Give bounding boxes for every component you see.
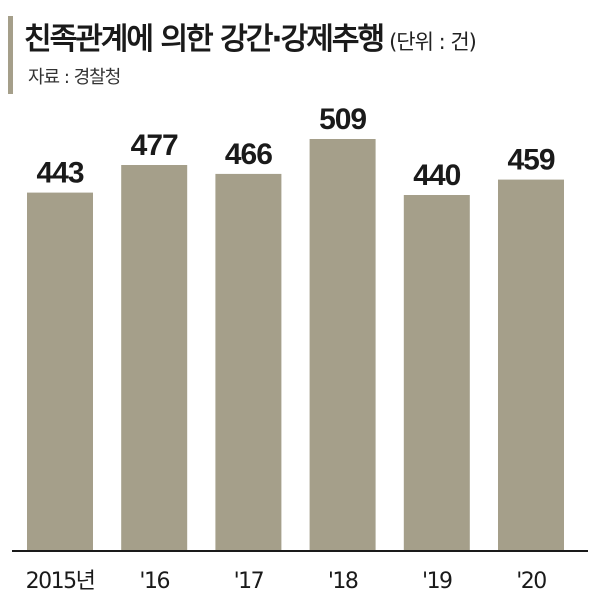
value-label-1: 477 — [131, 129, 178, 162]
header-accent-bar — [8, 16, 13, 94]
value-label-4: 440 — [413, 159, 460, 192]
bar-1 — [121, 165, 188, 551]
value-label-0: 443 — [36, 157, 83, 190]
tick-label-3: '18 — [328, 569, 358, 594]
bar-2 — [215, 173, 282, 551]
chart-header: 친족관계에 의한 강간·강제추행 (단위 : 건) 자료 : 경찰청 — [0, 0, 599, 100]
bars-group — [27, 139, 564, 551]
tick-label-0: 2015년 — [26, 569, 95, 594]
title-line: 친족관계에 의한 강간·강제추행 (단위 : 건) — [24, 14, 477, 58]
chart-unit: (단위 : 건) — [389, 30, 477, 54]
value-labels-group: 443 477 466 509 440 459 — [36, 103, 555, 192]
tick-labels-group: 2015년 '16 '17 '18 '19 '20 — [26, 569, 548, 594]
value-label-2: 466 — [225, 138, 272, 171]
tick-label-4: '19 — [422, 569, 452, 594]
tick-label-2: '17 — [234, 569, 264, 594]
bar-5 — [498, 179, 564, 551]
tick-label-1: '16 — [139, 569, 169, 594]
bar-4 — [403, 195, 470, 551]
value-label-3: 509 — [319, 103, 366, 136]
bar-3 — [309, 139, 376, 551]
bar-0 — [27, 192, 93, 551]
chart-title: 친족관계에 의한 강간·강제추행 — [24, 22, 385, 57]
tick-label-5: '20 — [516, 569, 546, 594]
value-label-5: 459 — [507, 144, 554, 177]
chart-source: 자료 : 경찰청 — [28, 67, 121, 88]
